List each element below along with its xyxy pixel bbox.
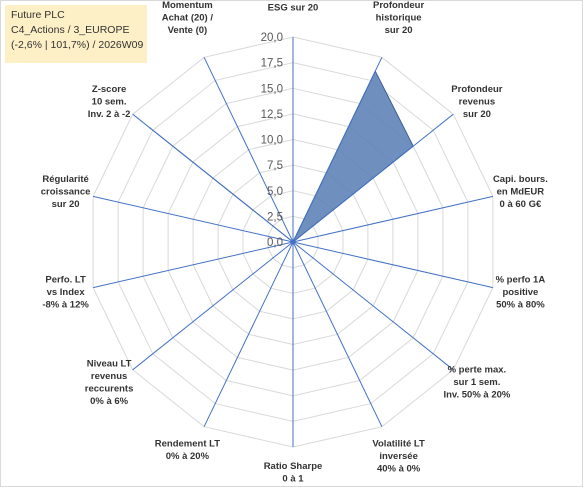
axis-label: % perfo 1A positive 50% à 80% [496, 274, 546, 310]
axis-label: % perte max. sur 1 sem. Inv. 50% à 20% [443, 365, 510, 401]
axis-spoke [92, 195, 294, 243]
axis-spoke [203, 57, 294, 243]
performance-summary: (-2,6% | 101,7%) / 2026W09 [11, 39, 144, 51]
tick-label: 2,5 [267, 211, 283, 223]
axis-spoke [292, 241, 383, 427]
tick-label: 12,5 [261, 109, 283, 121]
axis-label: Rendement LT 0% à 20% [155, 439, 220, 463]
axis-spoke [292, 241, 454, 371]
axis-spoke [292, 113, 454, 243]
tick-label: 20,0 [261, 32, 283, 44]
tick-label: 10,0 [261, 135, 283, 147]
category-label: C4_Actions / 3_EUROPE [11, 24, 130, 36]
axis-spoke [92, 241, 294, 289]
axis-spoke [292, 195, 494, 243]
axis-spoke [132, 241, 294, 371]
axis-label: NoteESG sur 20 [268, 1, 319, 14]
axis-spoke [292, 57, 383, 243]
axis-label: Profondeur historique sur 20 [373, 1, 424, 36]
axis-label: Régularité croissance sur 20 [41, 174, 91, 210]
axis-label: Momentum Achat (20) / Vente (0) [162, 1, 214, 36]
axis-label: Ratio Sharpe 0 à 1 [264, 461, 323, 485]
axis-label: Niveau LT revenus reccurents 0% à 6% [85, 358, 134, 407]
company-name: Future PLC [11, 9, 65, 21]
chart-header: Future PLC C4_Actions / 3_EUROPE (-2,6% … [5, 5, 147, 63]
tick-label: 15,0 [261, 83, 283, 95]
tick-label: 0,0 [267, 237, 283, 249]
axis-label: Volatilité LT inversée 40% à 0% [372, 439, 425, 475]
tick-label: 7,5 [267, 160, 283, 172]
axis-spoke [132, 113, 294, 243]
axis-spoke [292, 241, 494, 289]
axis-label: Z-score 10 sem. Inv. 2 à -2 [88, 84, 131, 120]
axis-label: Capi. bours. en MdEUR 0 à 60 G€ [493, 174, 548, 210]
axis-label: Perfo. LT vs Index -8% à 12% [42, 274, 89, 310]
axis-label: Profondeur revenus sur 20 [451, 84, 502, 120]
axis-spoke [203, 241, 294, 427]
tick-label: 17,5 [261, 58, 283, 70]
tick-label: 5,0 [267, 186, 283, 198]
